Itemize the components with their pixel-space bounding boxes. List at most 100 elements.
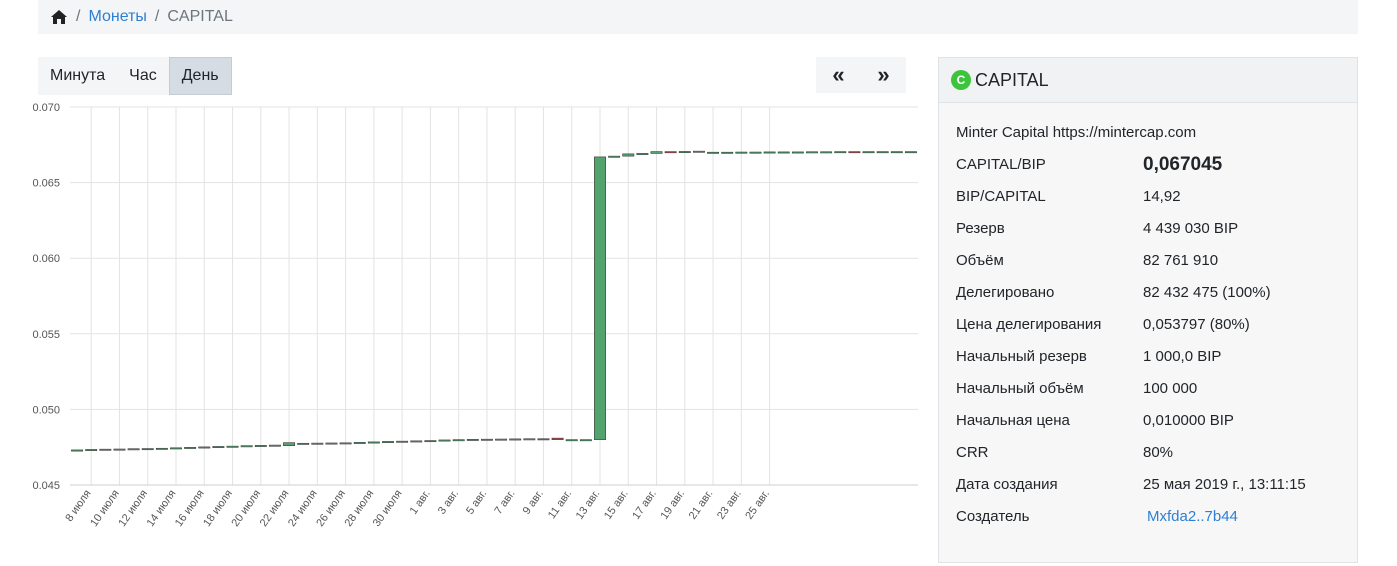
detail-row: CAPITAL/BIP 0,067045 xyxy=(956,154,1341,187)
candle xyxy=(254,445,267,447)
candle xyxy=(268,444,281,447)
y-tick-label: 0.065 xyxy=(32,178,60,190)
candle xyxy=(339,442,352,445)
candle xyxy=(141,448,154,451)
detail-label: Создатель xyxy=(956,508,1030,525)
detail-value: 4 439 030 BIP xyxy=(1143,220,1239,237)
candle xyxy=(848,151,861,154)
x-tick-label: 13 авг. xyxy=(574,488,603,522)
candle xyxy=(820,151,833,154)
detail-row: CRR 80% xyxy=(956,443,1341,475)
y-tick-label: 0.070 xyxy=(32,102,60,114)
breadcrumb-coins-link[interactable]: Монеты xyxy=(88,8,147,25)
candle xyxy=(325,442,338,445)
detail-label: Цена делегирования xyxy=(956,316,1102,333)
candle xyxy=(890,151,903,154)
candle xyxy=(311,442,324,445)
candle xyxy=(594,156,606,440)
x-tick-label: 17 авг. xyxy=(630,488,659,522)
detail-value: 25 мая 2019 г., 13:11:15 xyxy=(1143,476,1306,493)
detail-label: Дата создания xyxy=(956,476,1058,493)
card-header: C CAPITAL xyxy=(939,58,1357,103)
x-tick-label: 5 авг. xyxy=(464,488,489,517)
detail-row: Делегировано 82 432 475 (100%) xyxy=(956,283,1341,315)
x-tick-label: 3 авг. xyxy=(436,488,461,517)
candle xyxy=(579,439,592,442)
candle xyxy=(240,445,253,448)
detail-row: Начальный резерв 1 000,0 BIP xyxy=(956,347,1341,379)
y-tick-label: 0.050 xyxy=(32,404,60,416)
candle xyxy=(876,151,889,154)
candle xyxy=(382,441,394,443)
detail-row: Объём 82 761 910 xyxy=(956,251,1341,283)
candle xyxy=(71,449,84,452)
detail-value: Mxfda2..7b44 xyxy=(1143,507,1341,539)
x-tick-label: 9 авг. xyxy=(521,488,546,517)
candle xyxy=(777,151,790,154)
coin-icon: C xyxy=(951,70,971,90)
candle xyxy=(297,442,310,445)
candle xyxy=(608,155,621,158)
y-tick-label: 0.055 xyxy=(32,329,60,341)
x-tick-label: 23 авг. xyxy=(715,488,744,522)
creator-address-link[interactable]: Mxfda2..7b44 xyxy=(1147,508,1238,525)
candle xyxy=(113,448,126,451)
candle xyxy=(806,151,818,154)
candle xyxy=(904,151,917,154)
x-tick-label: 8 июля xyxy=(63,488,93,524)
x-tick-label: 21 авг. xyxy=(687,488,716,522)
candle xyxy=(127,448,140,451)
candle xyxy=(763,151,776,154)
detail-label: CRR xyxy=(956,444,989,461)
tab-minute[interactable]: Минута xyxy=(38,57,118,95)
detail-label: Начальный объём xyxy=(956,380,1084,397)
candle xyxy=(226,445,239,448)
candle xyxy=(85,449,98,451)
price-value: 0,067045 xyxy=(1143,154,1223,175)
candle xyxy=(707,151,720,154)
coin-info-card: C CAPITAL Minter Capital https://minterc… xyxy=(938,57,1358,563)
breadcrumb-separator: / xyxy=(154,8,160,25)
detail-row: Начальный объём 100 000 xyxy=(956,379,1341,411)
candle xyxy=(523,438,536,441)
candle xyxy=(862,151,875,154)
detail-value: 82 432 475 (100%) xyxy=(1143,284,1271,301)
candle xyxy=(834,151,847,154)
x-tick-label: 25 авг. xyxy=(743,488,772,522)
detail-label: Начальная цена xyxy=(956,412,1070,429)
home-icon[interactable] xyxy=(50,9,68,25)
chart-nav-group: « » xyxy=(816,57,906,93)
candle xyxy=(410,440,423,443)
candle xyxy=(735,151,748,154)
candle xyxy=(353,442,366,444)
coin-description: Minter Capital https://mintercap.com xyxy=(956,124,1197,141)
breadcrumb-separator: / xyxy=(76,8,81,25)
breadcrumb-current: CAPITAL xyxy=(167,8,233,25)
detail-value: 1 000,0 BIP xyxy=(1143,348,1222,365)
candle xyxy=(396,440,409,443)
next-period-button[interactable]: » xyxy=(877,62,890,87)
candle xyxy=(791,151,804,154)
period-tab-group: Минута Час День xyxy=(38,57,232,95)
card-body: Minter Capital https://mintercap.com CAP… xyxy=(939,103,1357,539)
candle xyxy=(509,438,522,441)
y-tick-label: 0.060 xyxy=(32,253,60,265)
candle xyxy=(155,447,168,450)
x-tick-label: 11 авг. xyxy=(546,488,574,521)
detail-row: BIP/CAPITAL 14,92 xyxy=(956,187,1341,219)
tab-day[interactable]: День xyxy=(168,57,232,95)
detail-label: Резерв xyxy=(956,220,1005,237)
candle xyxy=(424,440,437,443)
candle xyxy=(367,441,380,444)
candle xyxy=(678,151,691,153)
candle xyxy=(283,442,296,446)
detail-value: 80% xyxy=(1143,444,1174,461)
candle xyxy=(495,438,508,441)
coin-name: CAPITAL xyxy=(975,69,1049,90)
tab-hour[interactable]: Час xyxy=(117,57,169,95)
detail-value: 100 000 xyxy=(1143,380,1198,397)
x-tick-label: 15 авг. xyxy=(602,488,631,522)
candle xyxy=(170,447,182,450)
prev-period-button[interactable]: « xyxy=(832,62,845,87)
